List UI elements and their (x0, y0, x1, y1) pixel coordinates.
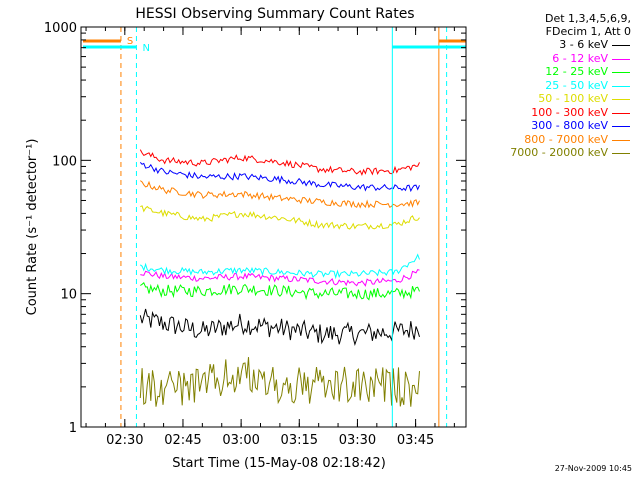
series-1 (140, 268, 420, 287)
series-8 (139, 357, 420, 407)
x-tick-label: 03:30 (339, 433, 376, 448)
overlay-layer: SN (83, 27, 466, 427)
legend-label: 25 - 50 keV (545, 78, 608, 92)
legend-item: 12 - 25 keV (478, 65, 638, 79)
series-4 (140, 205, 420, 230)
axes-layer: 02:30 02:45 03:00 03:15 03:30 03:45 1 10 100 1000 (44, 21, 466, 448)
date-stamp: 27-Nov-2009 10:45 (554, 464, 632, 473)
chart-title: HESSI Observing Summary Count Rates (135, 6, 414, 22)
series-5 (139, 149, 420, 177)
series-6 (139, 162, 420, 193)
series-line-4 (140, 205, 420, 230)
series-line-7 (139, 180, 420, 209)
x-tick-label: 02:45 (164, 433, 201, 448)
series-line-0 (139, 308, 420, 347)
legend-item: 800 - 7000 keV (478, 133, 638, 147)
legend-label: 300 - 800 keV (531, 119, 608, 132)
legend-label: 800 - 7000 keV (524, 132, 608, 146)
legend-swatch (612, 139, 630, 141)
legend-swatch (612, 45, 630, 46)
legend-swatch (612, 153, 630, 154)
legend-swatch (612, 58, 630, 60)
legend-swatch (612, 126, 630, 127)
y-tick-label: 100 (52, 154, 77, 169)
legend-swatch (612, 112, 630, 114)
series-2 (140, 281, 420, 301)
legend-label: 7000 - 20000 keV (510, 146, 608, 159)
legend-label: 6 - 12 keV (552, 51, 608, 65)
x-tick-label: 03:45 (397, 433, 434, 448)
series-line-3 (139, 253, 420, 280)
legend-item: 7000 - 20000 keV (478, 146, 638, 160)
legend-item: 3 - 6 keV (478, 38, 638, 52)
legend-swatch (612, 72, 630, 73)
legend-item: 50 - 100 keV (478, 92, 638, 106)
legend-header-line-1: Det 1,3,4,5,6,9, (544, 12, 631, 25)
legend-swatch (612, 85, 630, 87)
series-line-1 (140, 268, 420, 287)
series-3 (139, 253, 420, 280)
legend-label: 12 - 25 keV (545, 65, 608, 78)
saa-label: S (127, 36, 133, 47)
legend-label: 100 - 300 keV (531, 105, 608, 119)
plot-frame (80, 26, 467, 428)
x-tick-label: 02:30 (106, 433, 143, 448)
legend-item: 100 - 300 keV (478, 106, 638, 120)
legend-header-line-2: FDecim 1, Att 0 (545, 25, 631, 38)
x-axis-label: Start Time (15-May-08 02:18:42) (172, 456, 386, 471)
series-line-2 (140, 281, 420, 301)
legend-swatch (612, 99, 630, 100)
y-tick-label: 10 (60, 288, 77, 303)
legend: Det 1,3,4,5,6,9, FDecim 1, Att 0 3 - 6 k… (478, 12, 638, 160)
series-line-6 (139, 162, 420, 193)
legend-item: 25 - 50 keV (478, 79, 638, 93)
series-layer (139, 149, 420, 407)
legend-item: 6 - 12 keV (478, 52, 638, 66)
y-tick-label: 1 (69, 421, 77, 436)
legend-item: 300 - 800 keV (478, 119, 638, 133)
series-line-5 (139, 149, 420, 177)
series-line-8 (139, 357, 420, 407)
x-tick-label: 03:15 (281, 433, 318, 448)
y-axis-label: Count Rate (s⁻¹ detector⁻¹) (25, 139, 40, 316)
night-label: N (142, 43, 149, 54)
x-tick-label: 03:00 (222, 433, 259, 448)
legend-label: 50 - 100 keV (538, 92, 608, 105)
legend-label: 3 - 6 keV (559, 38, 608, 51)
series-0 (139, 308, 420, 347)
y-tick-label: 1000 (44, 21, 77, 36)
series-7 (139, 180, 420, 209)
legend-rows: 3 - 6 keV 6 - 12 keV 12 - 25 keV 25 - 50 ke… (478, 38, 638, 160)
